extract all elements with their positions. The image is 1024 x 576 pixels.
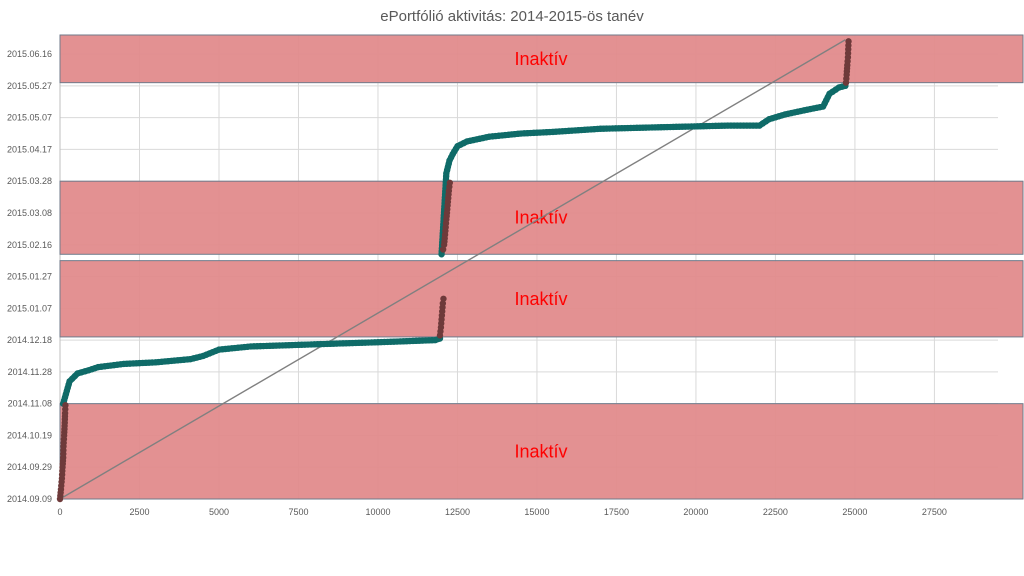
y-tick-label: 2014.11.08 (8, 399, 52, 409)
y-tick-label: 2015.01.07 (7, 303, 52, 313)
x-tick-label: 17500 (604, 507, 629, 517)
inactive-point (439, 246, 447, 253)
chart-title: ePortfólió aktivitás: 2014-2015-ös tanév (380, 8, 644, 25)
x-tick-label: 7500 (288, 507, 308, 517)
inactive-point (62, 402, 69, 409)
y-tick-label: 2015.05.07 (7, 113, 52, 123)
y-tick-label: 2015.02.16 (7, 240, 52, 250)
inactive-band (59, 260, 1024, 338)
x-tick-label: 12500 (445, 507, 470, 517)
x-tick-label: 2500 (129, 507, 149, 517)
x-tick-label: 15000 (524, 507, 549, 517)
x-tick-label: 0 (57, 507, 62, 517)
x-tick-label: 20000 (683, 507, 708, 517)
inactive-band-label: Inaktív (514, 441, 567, 461)
y-tick-label: 2014.09.09 (7, 494, 52, 504)
inactive-point (446, 179, 454, 186)
inactive-point (440, 295, 447, 302)
x-tick-label: 5000 (209, 507, 229, 517)
y-tick-label: 2015.03.08 (7, 208, 52, 218)
inactive-point (845, 38, 852, 45)
inactive-band (59, 403, 1024, 500)
y-tick-label: 2015.05.27 (7, 81, 52, 91)
x-tick-label: 22500 (763, 507, 788, 517)
y-tick-label: 2015.06.16 (7, 49, 52, 59)
y-tick-label: 2014.11.28 (8, 367, 52, 377)
x-tick-label: 25000 (842, 507, 867, 517)
x-tick-label: 10000 (365, 507, 390, 517)
inactive-point (439, 300, 447, 307)
inactive-band (59, 34, 1024, 84)
y-tick-label: 2014.09.29 (7, 462, 52, 472)
y-tick-label: 2014.12.18 (7, 335, 52, 345)
y-tick-label: 2015.03.28 (7, 176, 52, 186)
y-tick-label: 2015.04.17 (7, 144, 52, 154)
y-tick-label: 2015.01.27 (7, 272, 52, 282)
inactive-band-label: Inaktív (514, 289, 567, 309)
diagonal-reference-line (59, 39, 846, 500)
x-tick-label: 27500 (922, 507, 947, 517)
y-tick-label: 2014.10.19 (7, 430, 52, 440)
inactive-band-label: Inaktív (514, 49, 567, 69)
